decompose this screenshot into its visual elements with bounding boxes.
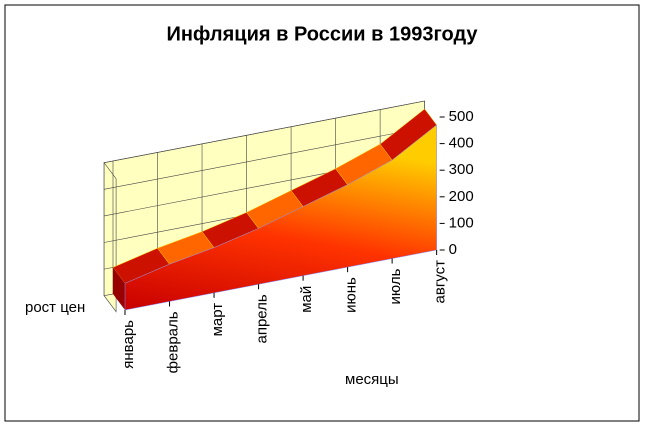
- y-tick-label: 200: [449, 188, 474, 205]
- x-tick-label: январь: [120, 320, 137, 369]
- x-tick-label: март: [209, 303, 226, 337]
- y-tick-label: 100: [449, 214, 474, 231]
- plot-area: 0 100 200 300 400 500 январь февраль март апрель м…: [103, 100, 474, 373]
- y-tick-label: 0: [449, 241, 457, 258]
- area: [124, 124, 437, 311]
- y-axis-label: рост цен: [25, 299, 85, 316]
- y-tick-label: 500: [449, 108, 474, 125]
- x-tick-label: август: [432, 260, 449, 304]
- y-tick-label: 300: [449, 161, 474, 178]
- x-axis-label: месяцы: [345, 371, 399, 388]
- x-tick-label: февраль: [164, 311, 181, 373]
- x-tick-label: июнь: [343, 277, 360, 313]
- chart-title: Инфляция в России в 1993году: [166, 23, 478, 45]
- y-tick-label: 400: [449, 135, 474, 152]
- x-tick-label: июль: [387, 268, 404, 304]
- x-tick-label: апрель: [254, 294, 271, 343]
- x-tick-label: май: [298, 286, 315, 313]
- grid-line: [104, 100, 425, 164]
- area-side: [113, 267, 125, 310]
